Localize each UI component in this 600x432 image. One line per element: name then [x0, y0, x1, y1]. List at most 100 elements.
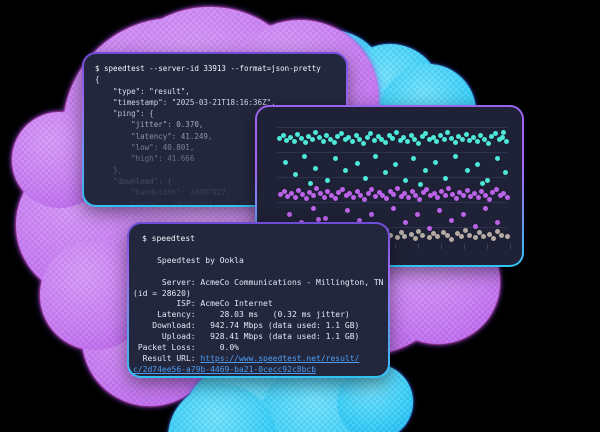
terminal-line: c/2d74ee56-a79b-4469-ba21-0cecc92c8bcb: [133, 365, 385, 376]
data-point-strip-2-purple: [504, 194, 510, 200]
result-url-link[interactable]: https://www.speedtest.net/result/: [200, 353, 360, 363]
data-point-strip-2-purple: [322, 215, 328, 221]
data-point-strip-1-cyan: [323, 132, 329, 138]
data-point-strip-2-purple: [398, 193, 404, 199]
data-point-strip-1-cyan: [432, 159, 438, 165]
data-point-strip-1-cyan: [342, 136, 348, 142]
data-point-strip-1-cyan: [291, 138, 297, 144]
data-point-strip-2-purple: [292, 194, 298, 200]
terminal-line: (id = 28620): [133, 288, 191, 298]
data-point-strip-1-cyan: [444, 129, 450, 135]
data-point-strip-2-purple: [500, 190, 506, 196]
data-point-strip-2-purple: [357, 192, 363, 198]
data-point-strip-1-cyan: [503, 138, 509, 144]
data-point-strip-3-gray: [280, 229, 286, 235]
data-point-strip-3-gray: [352, 230, 358, 236]
data-point-strip-1-cyan: [441, 136, 447, 142]
data-point-strip-2-purple: [472, 223, 478, 229]
terminal-command: $ speedtest --server-id 33913 --format=j…: [95, 64, 321, 73]
data-point-strip-3-gray: [412, 235, 418, 241]
data-point-strip-2-purple: [372, 193, 378, 199]
terminal-result-output: Speedtest by Ookla Server: AcmeCo Commun…: [133, 245, 385, 376]
data-point-strip-3-gray: [362, 229, 368, 235]
gridline: [277, 227, 507, 228]
data-point-strip-1-cyan: [324, 177, 330, 183]
data-point-strip-1-cyan: [356, 136, 362, 142]
terminal-line: Latency: 28.03 ms (0.32 ms jitter): [133, 310, 350, 320]
data-point-strip-1-cyan: [342, 167, 348, 173]
data-point-strip-2-purple: [416, 196, 422, 202]
data-point-strip-2-purple: [449, 191, 455, 197]
data-point-strip-2-purple: [339, 186, 345, 192]
data-point-strip-2-purple: [438, 188, 444, 194]
data-point-strip-2-purple: [401, 190, 407, 196]
data-point-strip-1-cyan: [402, 177, 408, 183]
data-point-strip-2-purple: [494, 219, 500, 225]
data-point-strip-2-purple: [335, 189, 341, 195]
data-point-strip-1-cyan: [433, 138, 439, 144]
result-url-link[interactable]: c/2d74ee56-a79b-4469-ba21-0cecc92c8bcb: [133, 364, 317, 374]
data-point-strip-2-purple: [328, 192, 334, 198]
data-point-strip-2-purple: [379, 192, 385, 198]
data-point-strip-2-purple: [497, 192, 503, 198]
data-point-strip-2-purple: [332, 195, 338, 201]
data-point-strip-1-cyan: [331, 139, 337, 145]
data-point-strip-3-gray: [394, 234, 400, 240]
data-point-strip-2-purple: [423, 186, 429, 192]
data-point-strip-2-purple: [434, 194, 440, 200]
terminal-line: [133, 245, 385, 256]
data-point-strip-1-cyan: [309, 136, 315, 142]
data-point-strip-1-cyan: [316, 134, 322, 140]
data-point-strip-1-cyan: [408, 132, 414, 138]
data-point-strip-1-cyan: [332, 155, 338, 161]
data-point-strip-1-cyan: [375, 133, 381, 139]
data-point-strip-2-purple: [467, 193, 473, 199]
axis-tick: [487, 244, 488, 249]
data-point-strip-1-cyan: [307, 180, 313, 186]
data-point-strip-2-purple: [356, 217, 362, 223]
data-point-strip-2-purple: [486, 196, 492, 202]
data-point-strip-3-gray: [415, 228, 421, 234]
data-point-strip-3-gray: [387, 232, 393, 238]
data-point-strip-2-purple: [284, 193, 290, 199]
data-point-strip-1-cyan: [477, 132, 483, 138]
data-point-strip-2-purple: [321, 194, 327, 200]
data-point-strip-2-purple: [378, 225, 384, 231]
data-point-strip-2-purple: [298, 219, 304, 225]
data-point-strip-3-gray: [298, 228, 304, 234]
data-point-strip-1-cyan: [389, 135, 395, 141]
data-point-strip-1-cyan: [494, 155, 500, 161]
data-point-strip-2-purple: [317, 190, 323, 196]
data-point-strip-2-purple: [383, 195, 389, 201]
terminal-line: ISP: AcmeCo Internet: [133, 299, 273, 309]
data-point-strip-1-cyan: [382, 169, 388, 175]
data-point-strip-1-cyan: [442, 175, 448, 181]
data-point-strip-1-cyan: [426, 136, 432, 142]
data-point-strip-2-purple: [442, 192, 448, 198]
data-point-strip-2-purple: [427, 192, 433, 198]
axis-tick: [510, 244, 511, 249]
data-point-strip-2-purple: [390, 205, 396, 211]
data-point-strip-2-purple: [482, 205, 488, 211]
data-point-strip-1-cyan: [484, 177, 490, 183]
data-point-strip-1-cyan: [422, 167, 428, 173]
data-point-strip-1-cyan: [364, 134, 370, 140]
data-point-strip-1-cyan: [338, 130, 344, 136]
data-point-strip-2-purple: [334, 225, 340, 231]
data-point-strip-2-purple: [324, 188, 330, 194]
data-point-strip-1-cyan: [481, 136, 487, 142]
data-point-strip-2-purple: [346, 190, 352, 196]
data-point-strip-1-cyan: [382, 139, 388, 145]
data-point-strip-1-cyan: [301, 153, 307, 159]
data-point-strip-3-gray: [408, 231, 414, 237]
data-point-strip-1-cyan: [500, 129, 506, 135]
data-point-strip-1-cyan: [459, 136, 465, 142]
data-point-strip-2-purple: [368, 211, 374, 217]
scatter-panel: [255, 105, 524, 267]
data-point-strip-3-gray: [319, 229, 325, 235]
data-point-strip-1-cyan: [367, 130, 373, 136]
terminal-line: Packet Loss: 0.0%: [133, 343, 239, 353]
terminal-line: Result URL: https://www.speedtest.net/re…: [133, 353, 360, 363]
data-point-strip-1-cyan: [455, 133, 461, 139]
